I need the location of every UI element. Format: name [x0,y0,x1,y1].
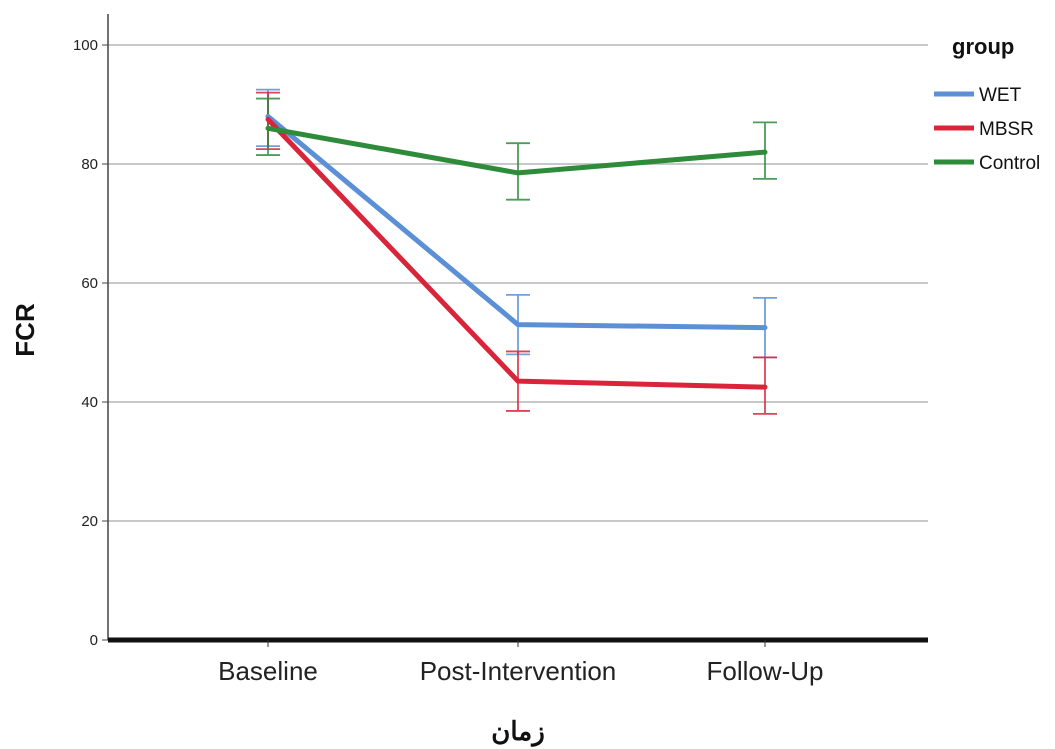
y-tick-label: 80 [81,156,98,173]
x-tick-label: Follow-Up [706,656,823,686]
y-axis-title: FCR [10,303,40,357]
series-line-control [265,125,768,176]
y-tick-label: 40 [81,394,98,411]
y-tick-label: 0 [90,632,98,649]
series-wet [256,88,777,359]
y-tick-label: 60 [81,275,98,292]
legend-label-mbsr: MBSR [979,119,1034,140]
series-layer [256,88,777,415]
legend-title: group [952,34,1014,59]
x-tick-label: Post-Intervention [420,656,617,686]
axes: 0 20 40 60 80 100 Baseline Post-Intervention Fol… [73,14,928,686]
series-line-wet [265,113,768,331]
x-axis-title: زمان [491,716,545,747]
legend-label-wet: WET [979,85,1022,106]
series-control [256,97,777,201]
x-tick-label: Baseline [218,656,318,686]
series-line-mbsr [265,116,768,390]
legend: WET MBSR Control [934,85,1040,174]
y-tick-label: 20 [81,513,98,530]
legend-label-control: Control [979,153,1040,174]
y-tick-label: 100 [73,37,98,54]
grid-lines [108,44,928,522]
